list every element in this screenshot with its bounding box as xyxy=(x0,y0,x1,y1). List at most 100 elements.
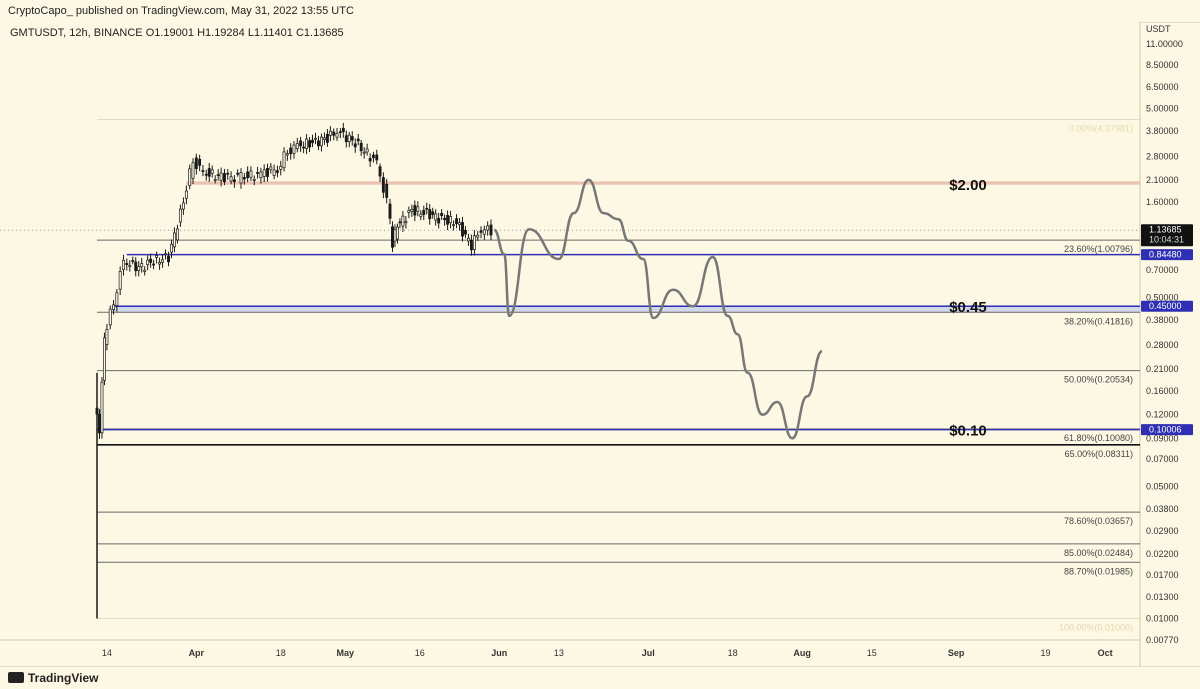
price-tick: 0.12000 xyxy=(1146,410,1179,420)
fib-label: 78.60%(0.03657) xyxy=(1064,516,1133,526)
price-tick: 6.50000 xyxy=(1146,82,1179,92)
candle-body xyxy=(279,166,283,170)
time-tick: 15 xyxy=(867,648,877,658)
candle-body xyxy=(479,230,483,233)
price-axis[interactable]: USDT 11.00000 8.50000 6.50000 5.00000 3.80000… xyxy=(1146,24,1183,645)
candle-body xyxy=(143,269,147,272)
time-tick: Oct xyxy=(1098,648,1113,658)
candle-body xyxy=(181,202,185,210)
candle-body xyxy=(353,143,357,148)
candle-body xyxy=(461,222,464,237)
time-tick: 18 xyxy=(276,648,286,658)
candle-body xyxy=(410,209,414,212)
candle-body xyxy=(158,262,162,265)
price-tick: 0.03800 xyxy=(1146,504,1179,514)
candle-body xyxy=(378,166,382,177)
price-tick: 0.05000 xyxy=(1146,482,1179,492)
candle-body xyxy=(178,208,182,223)
candle-body xyxy=(469,239,473,251)
price-badge-label: 0.45000 xyxy=(1149,301,1182,311)
candle-body xyxy=(446,214,450,225)
candle-body xyxy=(388,203,392,219)
annotations: $2.00 $0.45 $0.10 xyxy=(949,177,987,440)
symbol-info: GMTUSDT, 12h, BINANCE O1.19001 H1.19284 … xyxy=(10,27,344,39)
tradingview-logo[interactable]: TradingView xyxy=(8,671,98,685)
candle-body xyxy=(302,146,306,149)
candle-body xyxy=(146,259,150,266)
candle-body xyxy=(407,210,411,213)
candle-body xyxy=(252,179,256,181)
candle-body xyxy=(191,162,195,179)
candle-body xyxy=(398,221,402,224)
candle-body xyxy=(275,170,279,173)
price-tick: 0.07000 xyxy=(1146,454,1179,464)
price-tick: 0.50000 xyxy=(1146,293,1179,303)
price-badge xyxy=(1141,249,1193,261)
candle-body xyxy=(223,173,226,183)
candle-body xyxy=(149,258,153,263)
candle-body xyxy=(359,142,363,152)
candle-body xyxy=(188,168,192,186)
candle-body xyxy=(256,172,260,174)
candle-body xyxy=(105,328,109,345)
candle-body xyxy=(305,138,309,149)
plot-area[interactable] xyxy=(0,22,1140,640)
price-tick: 0.38000 xyxy=(1146,315,1179,325)
candle-body xyxy=(295,143,299,149)
candle-body xyxy=(134,261,138,272)
candle-body xyxy=(322,137,326,140)
candle-body xyxy=(395,226,399,240)
candle-body xyxy=(173,232,176,248)
candle-body xyxy=(236,172,240,175)
candle-body xyxy=(356,138,360,142)
candle-body xyxy=(249,170,253,178)
candle-body xyxy=(131,260,135,262)
projection-path xyxy=(493,178,824,440)
level-annotation: $0.10 xyxy=(949,423,987,440)
time-tick: 13 xyxy=(554,648,564,658)
candle-body xyxy=(226,172,230,175)
candle-body xyxy=(108,308,112,326)
fib-label: 100.00%(0.01000) xyxy=(1059,623,1133,633)
candle-body xyxy=(98,413,101,434)
candle-body xyxy=(391,226,394,248)
candle-body xyxy=(269,166,273,170)
candle-body xyxy=(362,151,366,154)
candle-body xyxy=(102,337,106,381)
candle-body xyxy=(140,263,144,268)
price-badge xyxy=(1141,300,1193,312)
brand-label: TradingView xyxy=(28,671,99,685)
candle-body xyxy=(259,171,263,179)
price-badge-label: 1.13685 xyxy=(1149,225,1182,235)
candle-body xyxy=(425,207,429,210)
price-tick: 11.00000 xyxy=(1146,39,1183,49)
candle-body xyxy=(338,131,342,134)
candle-body xyxy=(317,140,320,147)
candle-body xyxy=(167,255,170,263)
candle-body xyxy=(207,168,211,177)
candle-body xyxy=(437,218,441,224)
candle-body xyxy=(404,221,408,224)
time-axis[interactable]: 14 Apr 18 May 16 Jun 13 Jul 18 Aug 15 Sep 19 Oct xyxy=(102,648,1113,658)
candle-body xyxy=(440,212,444,217)
candle-body xyxy=(311,139,314,144)
candle-body xyxy=(175,228,179,241)
candle-body xyxy=(416,206,420,212)
price-badge-label: 0.10006 xyxy=(1149,425,1182,435)
price-tick: 2.10000 xyxy=(1146,175,1179,185)
candle-body xyxy=(152,263,156,266)
price-tick: 2.80000 xyxy=(1146,151,1179,161)
price-badge xyxy=(1141,224,1193,247)
candle-body xyxy=(246,171,250,179)
candle-body xyxy=(328,130,332,136)
price-tick: 3.80000 xyxy=(1146,126,1179,136)
price-tick: 0.00770 xyxy=(1146,635,1179,645)
fib-label: 0.00%(4.37981) xyxy=(1069,124,1133,134)
price-tick: 0.09000 xyxy=(1146,433,1179,443)
candle-body xyxy=(455,218,458,224)
level-annotation: $2.00 xyxy=(949,177,987,194)
candle-body xyxy=(482,229,486,235)
candle-body xyxy=(431,211,435,215)
candles xyxy=(95,122,493,619)
